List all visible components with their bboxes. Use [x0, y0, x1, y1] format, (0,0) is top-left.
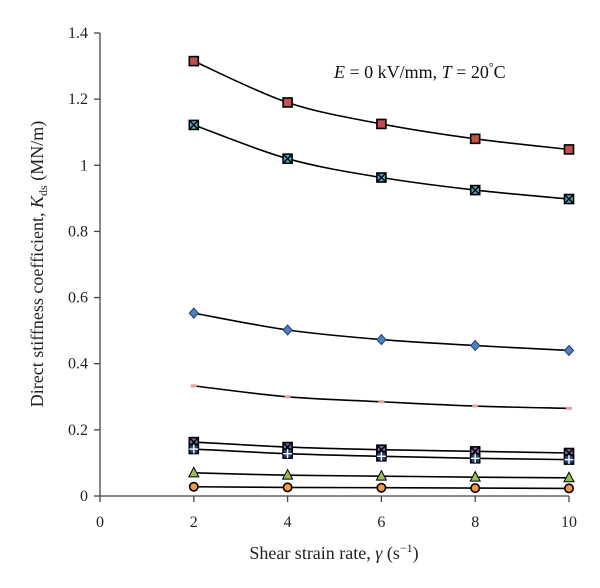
series-layer: [187, 55, 575, 494]
data-point: [282, 482, 293, 493]
y-axis-title: Direct stiffness coefficient, Kds (MN/m): [27, 121, 50, 407]
data-point: [376, 333, 387, 346]
data-point: [187, 466, 200, 478]
x-axis-title-exp: −1: [400, 541, 413, 555]
annotation-unit: C: [494, 62, 506, 82]
series-5: [188, 443, 575, 465]
data-point: [563, 344, 575, 357]
data-point: [190, 384, 197, 388]
y-axis-title-main: Direct stiffness coefficient,: [27, 208, 47, 407]
x-tick-label: 0: [96, 514, 104, 531]
data-point: [188, 119, 200, 131]
data-point: [376, 172, 387, 183]
data-point: [188, 443, 200, 455]
annotation-t-text: = 20: [452, 62, 489, 82]
x-axis-title-main: Shear strain rate,: [249, 543, 375, 563]
y-tick-label: 0.8: [68, 223, 88, 240]
axes: [99, 33, 569, 497]
x-tick-label: 2: [190, 514, 198, 531]
data-point: [378, 400, 385, 404]
series-0: [188, 55, 575, 155]
x-tick-label: 10: [561, 514, 577, 531]
x-tick-label: 4: [284, 514, 292, 531]
x-tick-label: 6: [377, 514, 385, 531]
annotation-e-var: E: [333, 62, 345, 82]
data-point: [282, 448, 293, 459]
data-point: [469, 133, 481, 145]
y-tick-label: 1.2: [68, 91, 88, 108]
data-point: [282, 153, 293, 164]
y-tick-label: 0: [80, 488, 88, 505]
data-point: [188, 307, 199, 319]
y-tick-label: 0.6: [68, 290, 88, 307]
y-axis-title-sub: ds: [36, 185, 50, 196]
x-axis-title-unit: (s: [382, 543, 400, 564]
data-point: [376, 118, 387, 130]
series-line: [193, 385, 570, 410]
x-axis-title-var: γ: [375, 543, 383, 563]
series-3: [190, 384, 572, 410]
data-point: [472, 404, 479, 408]
y-tick-label: 0.4: [68, 356, 88, 373]
data-point: [376, 482, 387, 493]
data-point: [469, 184, 481, 196]
data-point: [470, 339, 481, 352]
data-point: [563, 483, 574, 494]
data-point: [188, 481, 199, 492]
series-line: [193, 124, 570, 200]
data-point: [563, 144, 575, 155]
x-tick-label: 8: [471, 514, 479, 531]
y-axis-title-unit: (MN/m): [27, 121, 48, 186]
annotation-e-text: = 0 kV/mm,: [345, 62, 442, 82]
y-tick-label: 1.4: [68, 25, 88, 42]
y-tick-label: 1: [80, 157, 88, 174]
y-tick-label: 0.2: [68, 422, 88, 439]
data-point: [563, 193, 575, 205]
data-point: [470, 483, 481, 494]
x-axis-title-close: ): [413, 543, 419, 564]
data-point: [469, 452, 481, 464]
chart-annotation: E = 0 kV/mm, T = 20°C: [333, 60, 506, 82]
data-point: [376, 451, 387, 462]
data-point: [375, 469, 388, 481]
data-point: [566, 406, 572, 410]
data-point: [282, 324, 293, 336]
x-axis-title: Shear strain rate, γ (s−1): [249, 541, 418, 564]
data-point: [284, 395, 291, 399]
series-1: [188, 119, 575, 205]
data-point: [282, 97, 293, 108]
series-6: [187, 466, 575, 483]
annotation-t-var: T: [442, 62, 454, 82]
series-4: [188, 436, 575, 459]
annotation-degree: °: [489, 60, 494, 74]
y-axis-title-var: K: [27, 195, 47, 209]
series-2: [188, 307, 575, 357]
data-point: [281, 468, 294, 480]
data-point: [469, 470, 482, 482]
data-point: [188, 55, 200, 67]
data-point: [563, 471, 575, 483]
data-point: [563, 454, 575, 465]
ticks: 0 2 4 6 8 10 0 0.2 0.4 0.6 0.8 1 1.2 1.4: [68, 25, 577, 531]
series-7: [188, 481, 574, 494]
